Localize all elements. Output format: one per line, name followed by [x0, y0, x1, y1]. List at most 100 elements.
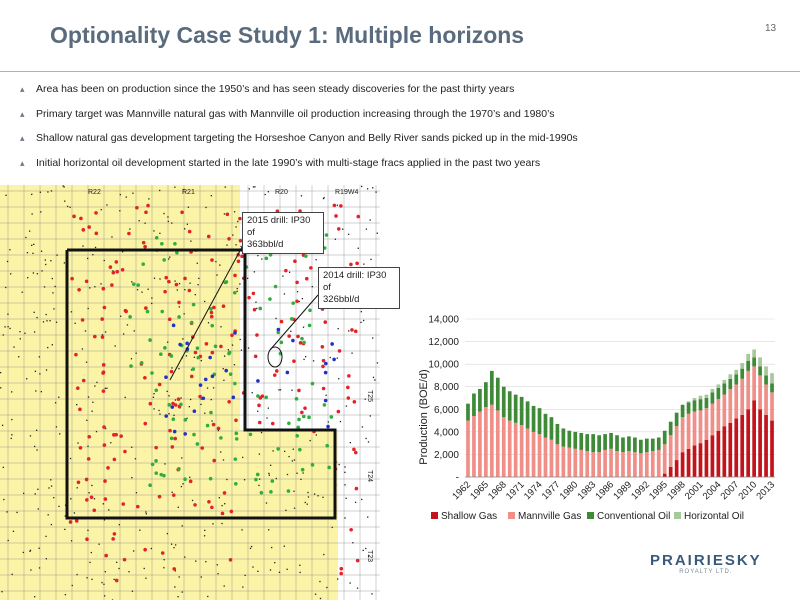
map-red-well [148, 401, 153, 406]
map-small-well [10, 273, 12, 275]
map-small-well [145, 577, 147, 579]
map-small-well [309, 439, 311, 442]
map-small-well [178, 306, 180, 308]
map-small-well [184, 289, 186, 291]
map-red-well [143, 375, 147, 380]
chart-legend: Shallow Gas Mannville Gas Conventional Oil… [431, 511, 744, 522]
map-small-well [239, 283, 241, 285]
map-green-well [322, 403, 327, 407]
map-red-well [101, 370, 106, 375]
map-green-well [300, 336, 304, 341]
map-small-well [288, 271, 291, 273]
map-small-well [145, 513, 148, 515]
map-small-well [64, 528, 66, 531]
map-red-well [119, 434, 123, 438]
map-small-well [50, 190, 53, 192]
map-small-well [241, 529, 243, 531]
map-small-well [259, 478, 261, 480]
map-small-well [122, 333, 125, 335]
map-small-well [226, 244, 228, 246]
map-red-well [143, 421, 148, 426]
bar-segment [746, 360, 751, 371]
map-small-well [131, 477, 133, 479]
map-small-well [70, 540, 73, 542]
map-red-well [123, 449, 127, 454]
map-small-well [114, 345, 116, 347]
map-small-well [139, 529, 141, 531]
map-small-well [3, 498, 5, 501]
map-small-well [158, 409, 160, 412]
map-green-well [297, 417, 301, 422]
x-tick-label: 1992 [629, 479, 652, 502]
township-label: T24 [366, 470, 373, 482]
map-red-well [72, 214, 76, 219]
bar-segment [722, 394, 727, 427]
map-red-well [219, 344, 223, 349]
map-red-well [309, 266, 313, 270]
map-red-well [114, 432, 118, 437]
y-tick-label: 10,000 [428, 360, 459, 371]
map-small-well [181, 591, 183, 593]
map-small-well [143, 567, 145, 570]
map-red-well [352, 400, 357, 404]
x-tick-label: 2010 [737, 479, 760, 502]
map-green-well [310, 463, 315, 467]
map-blue-well [178, 342, 182, 347]
map-blue-well [224, 368, 228, 373]
y-tick-label: 14,000 [428, 315, 459, 326]
map-green-well [183, 477, 187, 482]
map-small-well [26, 252, 29, 254]
map-small-well [362, 549, 364, 552]
bar-segment [698, 395, 703, 400]
map-red-well [221, 304, 226, 309]
map-small-well [302, 326, 305, 328]
map-red-well [295, 299, 299, 304]
map-small-well [216, 274, 218, 276]
bar-segment [764, 366, 768, 376]
bar-segment [668, 466, 673, 477]
map-red-well [332, 203, 337, 208]
map-green-well [296, 425, 301, 430]
map-small-well [131, 590, 134, 592]
map-small-well [150, 547, 153, 550]
bar-segment [728, 374, 733, 379]
map-grid [0, 185, 380, 600]
map-red-well [204, 342, 209, 346]
map-small-well [5, 194, 7, 196]
map-small-well [7, 326, 9, 328]
bar-segment [728, 388, 733, 423]
map-red-well [227, 237, 231, 241]
map-small-well [302, 472, 304, 474]
map-small-well [207, 595, 209, 598]
map-green-well [141, 262, 146, 266]
map-small-well [32, 252, 34, 254]
map-small-well [91, 410, 93, 412]
map-red-well [210, 258, 214, 262]
bar-segment [507, 391, 512, 421]
map-small-well [224, 186, 226, 188]
map-green-well [304, 254, 308, 258]
map-small-well [87, 445, 89, 447]
map-red-well [211, 422, 216, 427]
map-small-well [87, 529, 89, 531]
map-small-well [360, 321, 362, 324]
map-small-well [227, 349, 229, 351]
bar-segment [561, 446, 566, 477]
map-green-well [171, 417, 176, 422]
bar-segment [591, 452, 596, 477]
y-tick-label: 8,000 [434, 382, 459, 393]
map-small-well [242, 586, 244, 588]
map-small-well [232, 234, 234, 236]
logo-subtitle: ROYALTY LTD. [679, 569, 733, 575]
map-small-well [104, 571, 107, 573]
map-small-well [166, 390, 168, 393]
map-small-well [53, 308, 55, 310]
map-red-well [236, 259, 241, 264]
map-red-well [168, 428, 172, 433]
x-tick-label: 2007 [719, 479, 742, 502]
bar-segment [621, 452, 625, 477]
map-red-well [170, 445, 175, 449]
map-green-well [308, 308, 312, 313]
map-small-well [25, 236, 27, 239]
map-small-well [313, 493, 316, 495]
